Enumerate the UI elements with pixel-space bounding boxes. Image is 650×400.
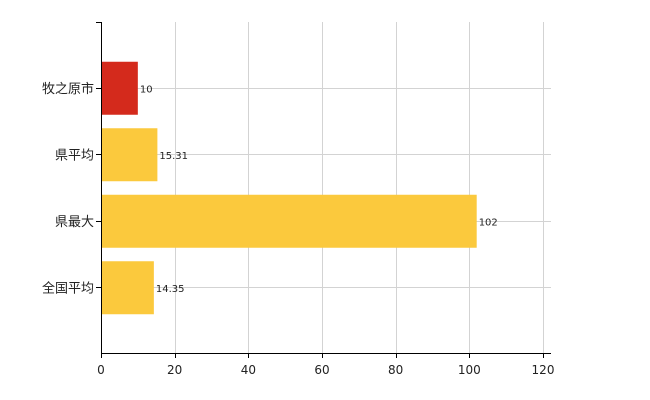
data-label: 102 bbox=[479, 217, 498, 228]
axes bbox=[96, 22, 551, 358]
data-label: 14.35 bbox=[156, 284, 185, 295]
x-tick-label: 100 bbox=[458, 363, 481, 377]
x-tick-label: 0 bbox=[97, 363, 105, 377]
category-label: 県平均 bbox=[55, 148, 94, 163]
bar bbox=[102, 194, 477, 248]
gridlines bbox=[101, 22, 551, 353]
bars bbox=[102, 61, 477, 315]
category-label: 県最大 bbox=[55, 215, 94, 230]
x-tick-label: 120 bbox=[532, 363, 555, 377]
bar bbox=[102, 128, 158, 182]
category-label: 全国平均 bbox=[42, 280, 94, 296]
data-label: 15.31 bbox=[159, 151, 188, 162]
category-label: 牧之原市 bbox=[42, 81, 94, 97]
x-tick-label: 60 bbox=[314, 363, 329, 377]
bar bbox=[102, 61, 138, 115]
x-tick-label: 40 bbox=[241, 363, 256, 377]
x-tick-label: 20 bbox=[167, 363, 182, 377]
data-label: 10 bbox=[140, 84, 153, 95]
bar bbox=[102, 261, 154, 315]
x-tick-label: 80 bbox=[388, 363, 403, 377]
